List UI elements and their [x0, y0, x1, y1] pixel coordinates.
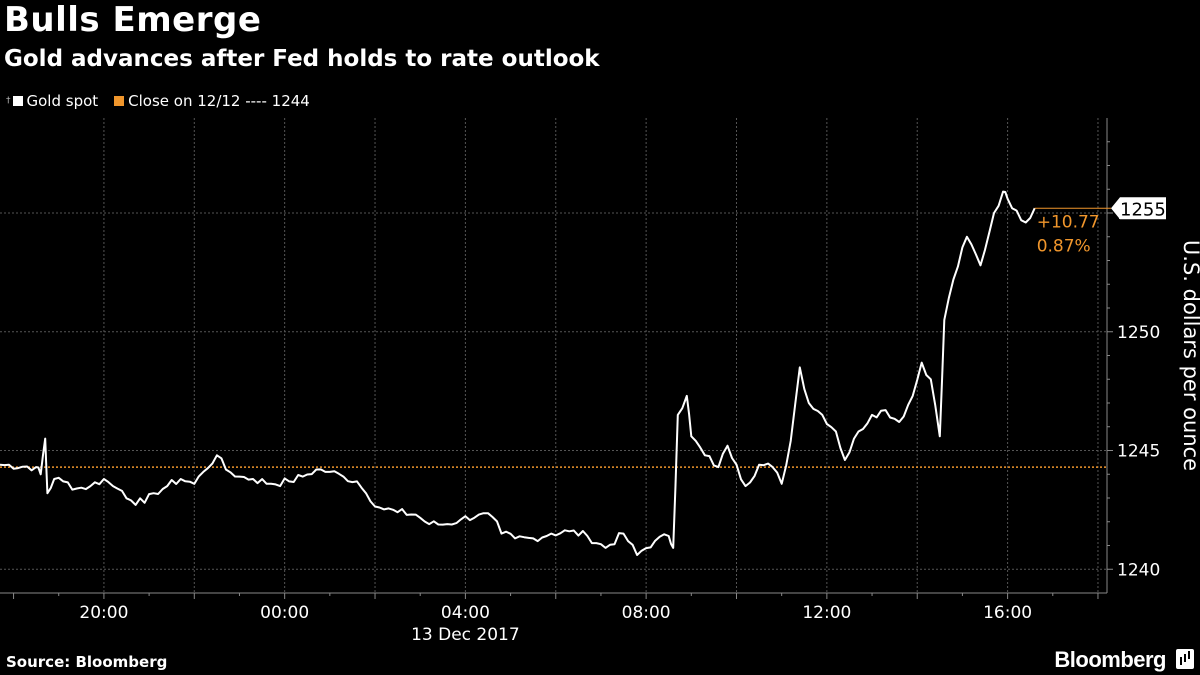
x-tick-label: 12:00	[802, 603, 851, 623]
legend-swatch-gold-spot	[12, 96, 23, 106]
legend-item-gold-spot: † Gold spot	[6, 92, 98, 110]
change-value-label: +10.77	[1037, 212, 1100, 232]
pin-icon: †	[6, 96, 11, 106]
chart-subtitle: Gold advances after Fed holds to rate ou…	[4, 46, 600, 72]
y-tick-label: 1250	[1117, 323, 1160, 343]
last-value-label: 1255	[1120, 199, 1166, 220]
legend-item-close: Close on 12/12 ---- 1244	[114, 92, 310, 110]
x-tick-label: 08:00	[622, 603, 671, 623]
chart-title: Bulls Emerge	[4, 0, 262, 40]
change-percent-label: 0.87%	[1037, 236, 1091, 256]
brand-logo: Bloomberg	[1054, 647, 1166, 672]
y-tick-label: 1240	[1117, 560, 1160, 580]
series-line-gold-spot	[0, 190, 1036, 556]
x-tick-label: 00:00	[260, 603, 309, 623]
legend-swatch-close	[114, 96, 125, 106]
legend-label-close: Close on 12/12 ---- 1244	[128, 92, 310, 110]
x-tick-label: 04:00	[441, 603, 490, 623]
terminal-icon	[1176, 649, 1194, 669]
last-value-tag	[1111, 197, 1166, 220]
legend: † Gold spot Close on 12/12 ---- 1244	[6, 92, 320, 110]
x-tick-label: 16:00	[983, 603, 1032, 623]
x-tick-label: 20:00	[79, 603, 128, 623]
y-tick-label: 1245	[1117, 442, 1160, 462]
x-axis-date-label: 13 Dec 2017	[411, 625, 520, 645]
y-axis-title: U.S. dollars per ounce	[1179, 240, 1200, 471]
legend-label-gold-spot: Gold spot	[26, 92, 99, 110]
source-note: Source: Bloomberg	[6, 653, 168, 671]
